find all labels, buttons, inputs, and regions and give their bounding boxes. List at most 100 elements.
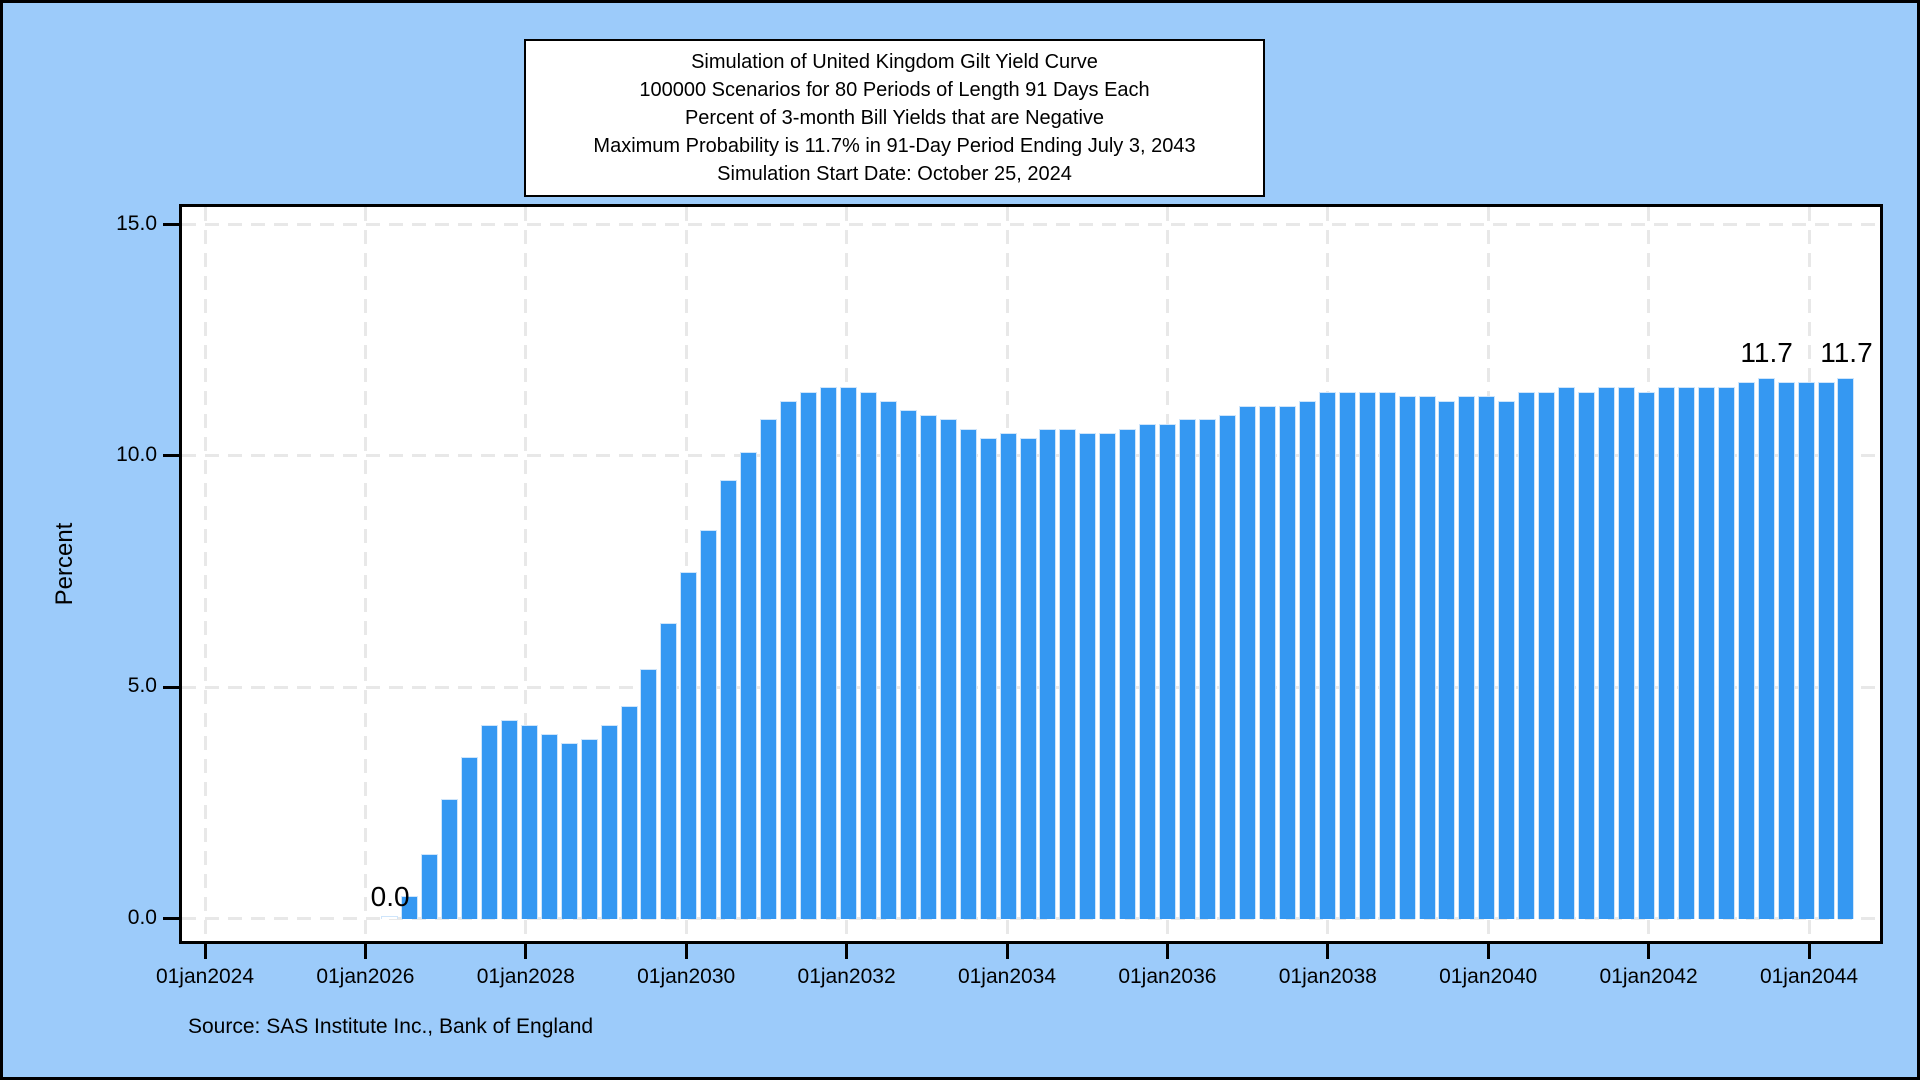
bar xyxy=(800,391,818,919)
x-tick xyxy=(1647,944,1651,959)
bar xyxy=(401,896,419,919)
bar xyxy=(1697,386,1715,919)
x-tick xyxy=(684,944,688,959)
bar xyxy=(700,530,718,919)
bar xyxy=(1278,405,1296,919)
y-tick xyxy=(163,223,182,226)
y-tick-label: 10.0 xyxy=(116,442,157,466)
x-tick-label: 01jan2042 xyxy=(1599,965,1698,988)
bar xyxy=(1558,386,1576,919)
x-tick-label: 01jan2034 xyxy=(957,965,1057,988)
bar xyxy=(1119,428,1137,919)
bar xyxy=(859,391,877,919)
bar xyxy=(440,798,458,919)
y-tick-label: 0.0 xyxy=(127,905,157,929)
bar xyxy=(1418,396,1436,919)
bar xyxy=(879,400,897,919)
bar xyxy=(1298,400,1316,919)
bar xyxy=(999,433,1017,919)
plot-area xyxy=(179,204,1883,944)
bar xyxy=(540,734,558,919)
bar xyxy=(1598,386,1616,919)
bar xyxy=(1837,377,1855,919)
x-tick xyxy=(524,944,528,959)
y-axis-title: Percent xyxy=(51,522,78,606)
bar xyxy=(1438,400,1456,919)
bar xyxy=(1817,382,1835,919)
bar xyxy=(720,479,738,919)
x-tick-label: 01jan2024 xyxy=(155,965,255,988)
bar xyxy=(1398,396,1416,919)
bar xyxy=(1019,437,1037,919)
bar xyxy=(480,724,498,919)
bar xyxy=(820,386,837,919)
bar xyxy=(1498,400,1516,919)
bar xyxy=(919,414,937,919)
bar xyxy=(1677,386,1695,919)
y-tick xyxy=(163,685,182,689)
bar xyxy=(1618,386,1635,919)
bar xyxy=(580,738,598,919)
x-tick-label: 01jan2028 xyxy=(476,965,575,988)
bar xyxy=(560,743,578,919)
x-tick xyxy=(1326,944,1330,959)
x-tick-label: 01jan2030 xyxy=(637,965,736,988)
bar xyxy=(460,757,478,919)
gridline-x-01jan2028 xyxy=(524,207,528,941)
bar xyxy=(1179,419,1197,919)
x-tick-label: 01jan2040 xyxy=(1439,965,1538,988)
bar xyxy=(1757,377,1775,919)
bar xyxy=(740,451,758,919)
bar xyxy=(640,669,658,919)
bar xyxy=(1139,424,1157,919)
x-tick-label: 01jan2044 xyxy=(1759,965,1859,988)
bar xyxy=(780,400,798,919)
gridline-x-01jan2024 xyxy=(203,207,207,941)
bar-value-label: 0.0 xyxy=(370,881,410,912)
y-tick xyxy=(163,917,182,921)
bar xyxy=(1458,396,1476,919)
bar xyxy=(660,623,678,919)
bar xyxy=(1318,391,1336,919)
source-note: Source: SAS Institute Inc., Bank of Engl… xyxy=(188,1015,594,1038)
bar xyxy=(1338,391,1356,919)
bar xyxy=(1258,405,1276,919)
bar xyxy=(1059,428,1077,919)
chart-title-box: Simulation of United Kingdom Gilt Yield … xyxy=(524,39,1265,197)
y-tick xyxy=(163,454,182,458)
bar xyxy=(1538,391,1556,919)
bar xyxy=(1657,386,1675,919)
bar xyxy=(1777,382,1795,919)
y-tick-label: 15.0 xyxy=(116,211,157,235)
bar xyxy=(520,724,538,919)
bar xyxy=(1079,433,1097,919)
title-line-5: Simulation Start Date: October 25, 2024 xyxy=(717,163,1072,185)
bar xyxy=(1238,405,1256,919)
bar xyxy=(1199,419,1217,919)
x-tick-label: 01jan2032 xyxy=(797,965,896,988)
bar xyxy=(1099,433,1117,919)
bar xyxy=(1717,386,1735,919)
x-tick xyxy=(1486,944,1490,959)
bar xyxy=(421,854,438,919)
x-tick xyxy=(1165,944,1169,959)
bar xyxy=(381,915,399,919)
x-tick xyxy=(1005,944,1009,959)
title-line-2: 100000 Scenarios for 80 Periods of Lengt… xyxy=(639,79,1150,101)
x-tick xyxy=(203,944,207,959)
bar xyxy=(1219,414,1236,919)
bar xyxy=(1159,424,1177,919)
bar xyxy=(1358,391,1376,919)
x-tick xyxy=(363,944,367,959)
bar xyxy=(1797,382,1815,919)
bar xyxy=(600,724,618,919)
title-line-3: Percent of 3-month Bill Yields that are … xyxy=(684,107,1105,129)
bar xyxy=(939,419,957,919)
x-tick-label: 01jan2036 xyxy=(1118,965,1217,988)
x-tick xyxy=(845,944,849,959)
bar xyxy=(1578,391,1596,919)
x-tick xyxy=(1807,944,1811,959)
bar xyxy=(760,419,778,919)
bar-value-label: 11.7 xyxy=(1820,337,1873,368)
